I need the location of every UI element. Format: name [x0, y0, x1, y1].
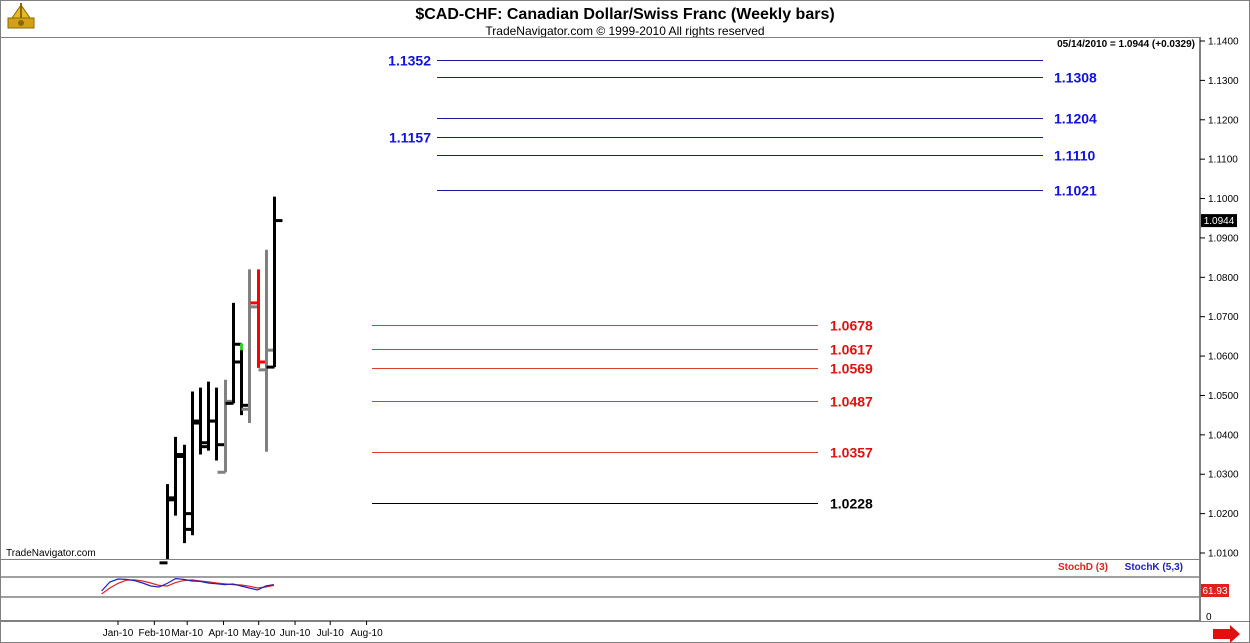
y-tick-label: 1.0300: [1208, 470, 1239, 481]
y-tick-label: 1.1200: [1208, 115, 1239, 126]
x-tick-label: Jul-10: [317, 628, 345, 639]
level-label: 1.1308: [1054, 70, 1097, 86]
stoch-value-box: 61.93: [1201, 584, 1229, 597]
x-tick-label: Jan-10: [103, 628, 134, 639]
stoch-d-legend: StochD (3): [1058, 562, 1108, 573]
level-label: 1.1157: [389, 130, 431, 146]
level-lines: 1.1352 1.1308 1.1204 1.1157 1.1110 1.1021 1.06…: [372, 53, 1097, 512]
y-tick-label: 1.0100: [1208, 549, 1239, 560]
stochastics-pane-border: [0, 559, 1200, 621]
y-tick-label: 1.1100: [1208, 155, 1238, 166]
x-tick-label: Aug-10: [350, 628, 383, 639]
y-tick-label: 1.0600: [1208, 352, 1239, 363]
svg-text:61.93: 61.93: [1202, 586, 1227, 597]
chart-subtitle: TradeNavigator.com © 1999-2010 All right…: [485, 24, 764, 38]
ohlc-bar: [266, 196, 283, 369]
y-tick-label: 1.0400: [1208, 430, 1239, 441]
ohlc-bars: [159, 196, 283, 565]
level-label: 1.0617: [830, 342, 873, 358]
y-tick-label: 1.0700: [1208, 312, 1239, 323]
watermark: TradeNavigator.com: [6, 548, 96, 559]
level-label: 1.0569: [830, 361, 873, 377]
y-tick-label: 1.1400: [1208, 37, 1239, 48]
last-value-info: 05/14/2010 = 1.0944 (+0.0329): [1057, 39, 1195, 50]
level-label: 1.0678: [830, 318, 873, 334]
x-tick-label: May-10: [242, 628, 276, 639]
level-label: 1.1352: [388, 53, 431, 69]
stoch-k-line: [101, 577, 275, 592]
level-label: 1.0228: [830, 496, 873, 512]
level-label: 1.1110: [1054, 148, 1095, 164]
y-tick-label: 1.0200: [1208, 509, 1239, 520]
x-tick-label: Mar-10: [171, 628, 203, 639]
x-axis: Jan-10 Feb-10 Mar-10 Apr-10 May-10 Jun-10 Jul-…: [103, 621, 383, 639]
level-label: 1.0357: [830, 445, 873, 461]
stoch-k-legend: StochK (5,3): [1125, 562, 1183, 573]
scroll-right-arrow-icon[interactable]: [1213, 625, 1240, 643]
ohlc-bar: [233, 343, 250, 416]
ohlc-bar: [208, 387, 225, 461]
y-tick-label: 1.1300: [1208, 76, 1239, 87]
level-label: 1.1204: [1054, 111, 1097, 127]
level-label: 1.0487: [830, 394, 873, 410]
y-tick-label: 1.0800: [1208, 273, 1239, 284]
svg-text:1.0944: 1.0944: [1204, 216, 1235, 227]
ohlc-bar: [241, 269, 258, 424]
level-label: 1.1021: [1054, 183, 1097, 199]
y-tick-label: 1.1000: [1208, 194, 1239, 205]
chart-title: $CAD-CHF: Canadian Dollar/Swiss Franc (W…: [415, 6, 834, 23]
y-axis: 1.0100 1.0200 1.0300 1.0400 1.0500 1.0600 1.07…: [1200, 37, 1239, 560]
y-tick-label: 1.0500: [1208, 391, 1239, 402]
x-tick-label: Feb-10: [139, 628, 171, 639]
stoch-axis-zero: 0: [1206, 612, 1212, 623]
price-box: 1.0944: [1201, 214, 1237, 228]
trade-navigator-logo-icon[interactable]: [7, 3, 35, 29]
x-tick-label: Jun-10: [280, 628, 311, 639]
y-tick-label: 1.0900: [1208, 233, 1239, 244]
stochastics-lines: [1, 576, 1199, 598]
ohlc-bar: [167, 436, 184, 516]
x-tick-label: Apr-10: [209, 628, 239, 639]
